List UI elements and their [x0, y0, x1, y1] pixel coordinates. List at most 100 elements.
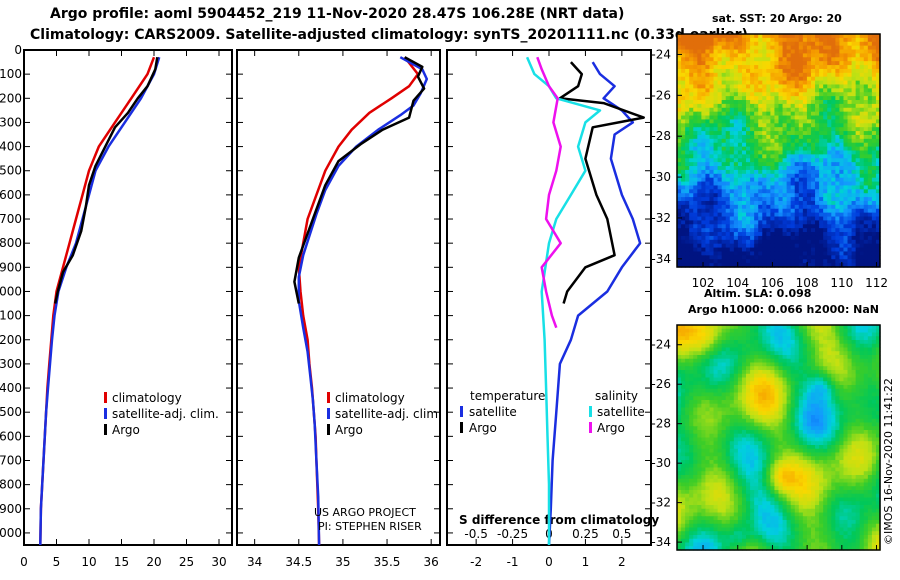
temp-xtick-label: 20 [146, 555, 161, 569]
diff-s-tick-label: 0.25 [572, 527, 599, 541]
depth-tick-label: 1400 [0, 381, 22, 395]
sal-xtick-label: 34 [247, 555, 262, 569]
diff-xtick-label: 1 [582, 555, 590, 569]
map-lat-label: -26 [651, 377, 671, 391]
temp-xtick-label: 15 [114, 555, 129, 569]
map-lat-label: -24 [651, 47, 671, 61]
map-lon-label: 104 [726, 276, 749, 290]
map-lon-label: 110 [830, 276, 853, 290]
depth-tick-label: 1200 [0, 333, 22, 347]
depth-tick-label: 1300 [0, 357, 22, 371]
diff-legend-swatch [460, 422, 463, 433]
temp-legend-swatch [104, 408, 107, 419]
depth-tick-label: 700 [0, 212, 22, 226]
diff-xtick-label: 2 [618, 555, 626, 569]
map-lon-label: 108 [796, 276, 819, 290]
sst-map [677, 34, 881, 268]
diff-legend-swatch [589, 406, 592, 417]
map-lon-label: 112 [865, 276, 888, 290]
depth-tick-label: 900 [0, 260, 22, 274]
figure-title-line1: Argo profile: aoml 5904452_219 11-Nov-20… [50, 6, 625, 22]
sla-map-frame [676, 324, 881, 551]
temp-legend-swatch [104, 392, 107, 403]
map-lat-label: -26 [651, 88, 671, 102]
diff-legend-sal-sat: satellite [597, 405, 645, 419]
temp-xtick-label: 25 [179, 555, 194, 569]
diff-series-sal_argo [536, 56, 562, 329]
diff-legend-temp-argo: Argo [469, 421, 497, 435]
diff-series-sat [547, 61, 642, 546]
depth-tick-label: 200 [0, 91, 22, 105]
depth-tick-label: 1800 [0, 478, 22, 492]
diff-xtick-label: -1 [507, 555, 519, 569]
temp-legend-label: climatology [112, 391, 182, 405]
diff-xtick-label: 0 [545, 555, 553, 569]
temp-legend-label: Argo [112, 423, 140, 437]
map-lat-label: -30 [651, 170, 671, 184]
map-lon-label: 106 [761, 276, 784, 290]
depth-tick-label: 1000 [0, 284, 22, 298]
sst-map-frame [676, 33, 881, 268]
map-lat-label: -32 [651, 211, 671, 225]
temp-xtick-label: 0 [20, 555, 28, 569]
figure-title-line2: Climatology: CARS2009. Satellite-adjuste… [30, 27, 748, 43]
depth-tick-label: 1500 [0, 405, 22, 419]
sla-map-title-2: Argo h1000: 0.066 h2000: NaN [688, 303, 880, 316]
depth-tick-label: 600 [0, 188, 22, 202]
sal-series-argo [293, 56, 426, 304]
temp-series-argo [53, 56, 159, 304]
map-lat-label: -34 [651, 252, 671, 266]
depth-tick-label: 1700 [0, 453, 22, 467]
credit-project: US ARGO PROJECT [314, 506, 416, 519]
map-lon-label: 102 [692, 276, 715, 290]
sla-map-title-1: Altim. SLA: 0.098 [704, 287, 812, 300]
sal-xtick-label: 35.5 [374, 555, 401, 569]
depth-tick-label: 500 [0, 164, 22, 178]
sal-legend-label: climatology [335, 391, 405, 405]
temp-series-sat [39, 56, 161, 546]
map-lat-label: -34 [651, 535, 671, 549]
diff-legend-temp-sat: satellite [469, 405, 517, 419]
depth-tick-label: 400 [0, 140, 22, 154]
depth-tick-label: 100 [0, 67, 22, 81]
sal-xtick-label: 34.5 [285, 555, 312, 569]
diff-legend-swatch [460, 406, 463, 417]
depth-tick-label: 1900 [0, 502, 22, 516]
panel-frame-2 [236, 49, 441, 546]
map-lat-label: -28 [651, 129, 671, 143]
depth-tick-label: 1600 [0, 429, 22, 443]
depth-tick-label: 0 [14, 43, 22, 57]
depth-tick-label: 300 [0, 115, 22, 129]
map-lat-label: -30 [651, 456, 671, 470]
diff-s-tick-label: 0.5 [612, 527, 631, 541]
sst-map-title: sat. SST: 20 Argo: 20 [712, 12, 842, 25]
temp-legend-swatch [104, 424, 107, 435]
sal-legend-label: Argo [335, 423, 363, 437]
depth-tick-label: 800 [0, 236, 22, 250]
diff-xlabel: S difference from climatology [459, 513, 659, 527]
sal-legend-swatch [327, 392, 330, 403]
temp-xtick-label: 30 [211, 555, 226, 569]
diff-series-argo [558, 61, 645, 304]
map-lat-label: -28 [651, 417, 671, 431]
sal-legend-label: satellite-adj. clim. [335, 407, 442, 421]
diff-xtick-label: -2 [470, 555, 482, 569]
temp-xtick-label: 5 [53, 555, 61, 569]
map-lat-label: -32 [651, 496, 671, 510]
sla-map [677, 325, 881, 551]
sal-xtick-label: 36 [424, 555, 439, 569]
sal-series-sat [297, 56, 429, 546]
depth-tick-label: 1100 [0, 309, 22, 323]
diff-legend-sal-title: salinity [595, 389, 638, 403]
credit-pi: PI: STEPHEN RISER [318, 520, 422, 533]
map-lat-label: -24 [651, 338, 671, 352]
diff-legend-swatch [589, 422, 592, 433]
sal-xtick-label: 35 [335, 555, 350, 569]
depth-tick-label: 2000 [0, 526, 22, 540]
sal-legend-swatch [327, 424, 330, 435]
sal-legend-swatch [327, 408, 330, 419]
temp-xtick-label: 10 [81, 555, 96, 569]
diff-legend-temp-title: temperature [470, 389, 545, 403]
